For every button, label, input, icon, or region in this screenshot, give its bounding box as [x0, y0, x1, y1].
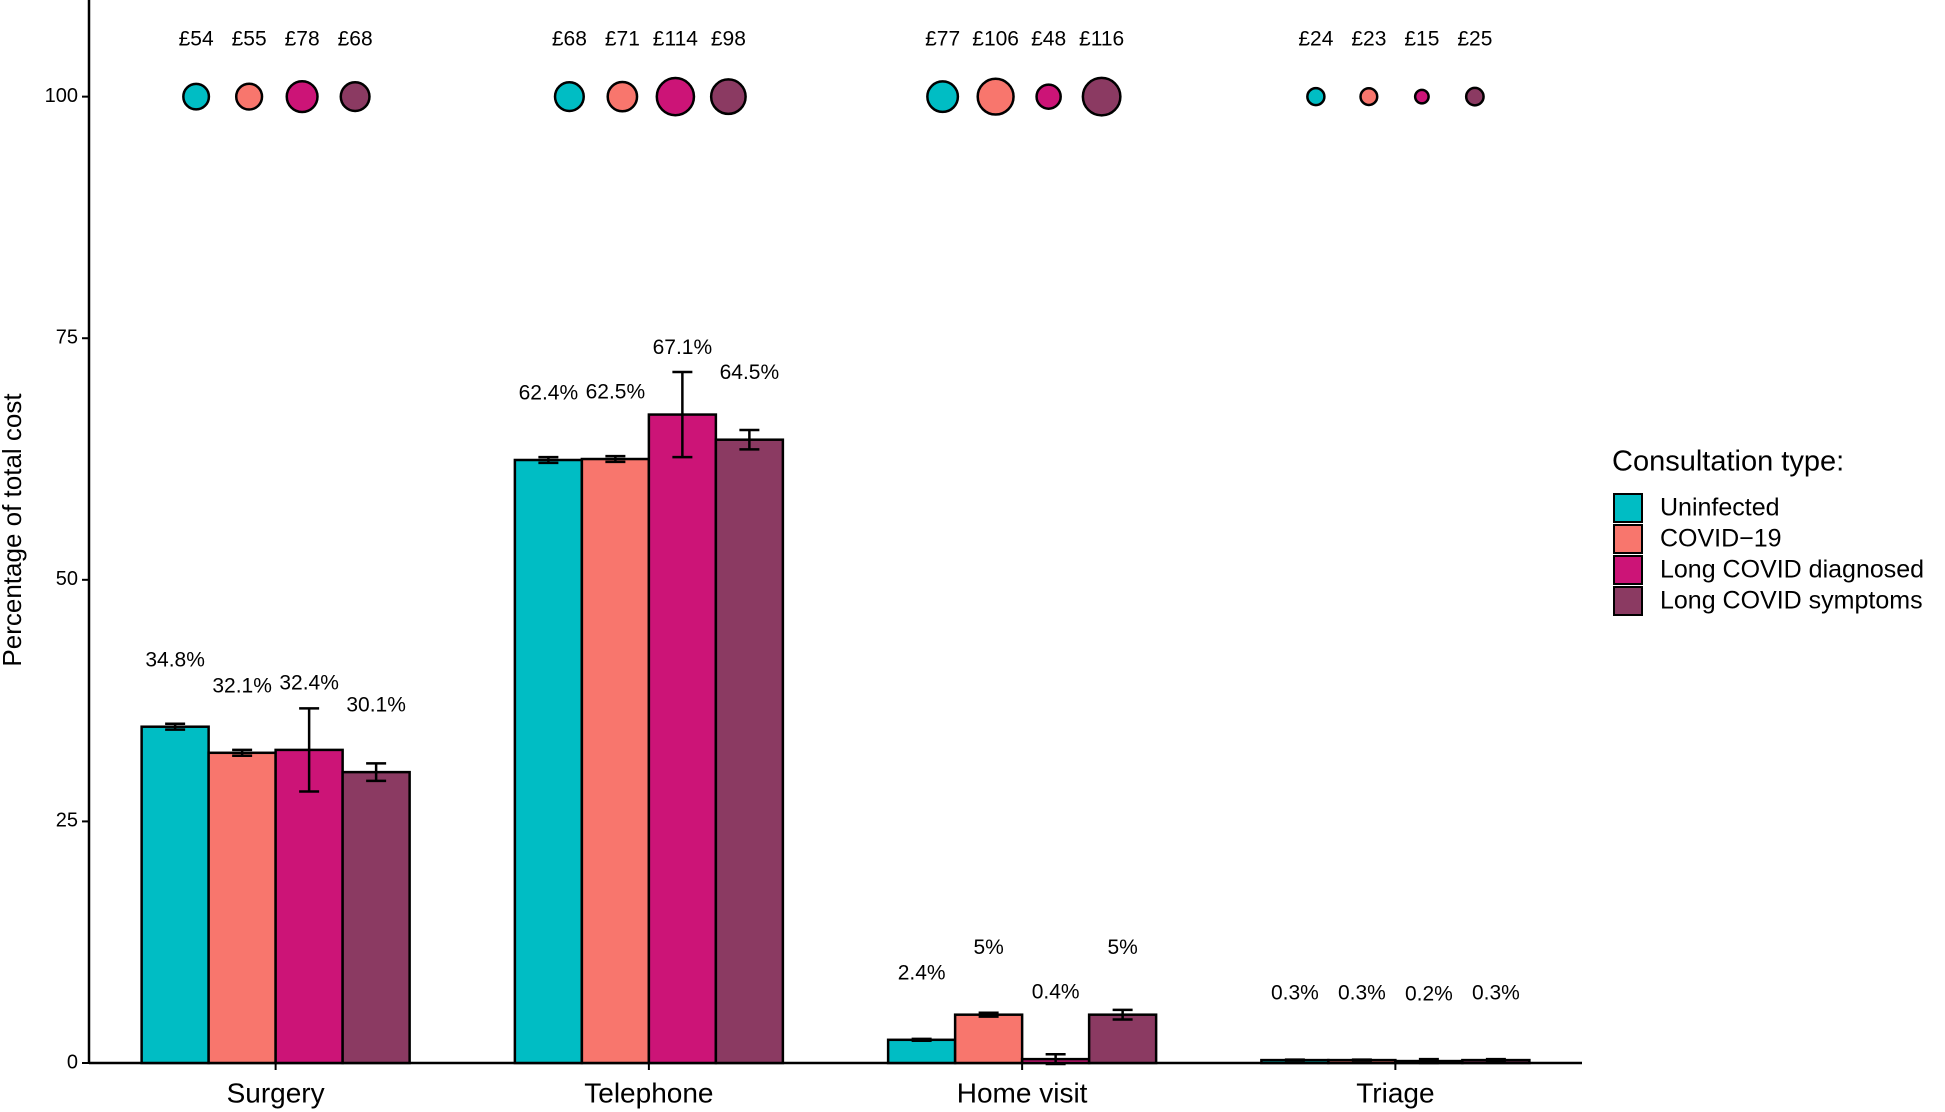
cost-label: £24 — [1298, 28, 1333, 51]
error-bar — [1112, 1008, 1133, 1021]
y-tick-label: 25 — [56, 810, 78, 832]
cost-bubble — [234, 82, 264, 111]
value-label: 5% — [1107, 936, 1137, 959]
error-bar — [165, 722, 186, 731]
error-bar — [978, 1011, 999, 1018]
cost-bubble — [976, 77, 1015, 116]
cost-bubble — [285, 80, 319, 114]
bar — [513, 458, 584, 1065]
error-bar — [739, 428, 760, 451]
value-label: 34.8% — [145, 648, 205, 671]
cost-bubble — [655, 76, 696, 117]
cost-label: £98 — [711, 28, 746, 51]
cost-label: £23 — [1351, 28, 1386, 51]
value-label: 2.4% — [898, 961, 946, 984]
value-label: 0.3% — [1472, 982, 1520, 1005]
cost-bubble — [1464, 86, 1485, 107]
cost-bubble — [709, 78, 747, 116]
cost-bubble — [182, 82, 211, 111]
legend-label: Long COVID symptoms — [1660, 587, 1923, 615]
error-bar — [1485, 1057, 1506, 1063]
cost-bubble — [1081, 76, 1122, 117]
error-bar — [1418, 1057, 1439, 1065]
value-label: 30.1% — [346, 694, 406, 717]
bar — [140, 725, 210, 1065]
cost-label: £116 — [1079, 28, 1124, 51]
cost-bubble — [1413, 88, 1430, 105]
value-label: 0.3% — [1271, 982, 1319, 1005]
value-label: 32.1% — [212, 674, 272, 697]
value-label: 67.1% — [653, 336, 713, 359]
value-label: 0.3% — [1338, 982, 1386, 1005]
cost-bubble — [926, 80, 960, 114]
value-label: 64.5% — [720, 361, 780, 384]
value-label: 0.2% — [1405, 983, 1453, 1006]
cost-label: £106 — [972, 28, 1019, 51]
cost-bubble — [1306, 86, 1326, 107]
cost-bubble — [339, 81, 371, 113]
y-tick-label: 0 — [67, 1051, 78, 1073]
error-bar — [366, 762, 387, 783]
cost-label: £54 — [179, 28, 214, 51]
error-bar — [911, 1037, 932, 1043]
bar — [207, 751, 277, 1065]
cost-label: £55 — [232, 28, 267, 51]
legend-key — [1613, 555, 1643, 585]
cost-bubble — [553, 81, 585, 113]
cost-label: £114 — [653, 28, 698, 51]
error-bar — [672, 370, 693, 459]
y-tick-label: 100 — [45, 85, 78, 107]
legend-key — [1613, 586, 1643, 616]
bar — [1087, 1013, 1158, 1065]
cost-label: £78 — [285, 28, 320, 51]
cost-label: £15 — [1404, 28, 1439, 51]
y-tick-label: 75 — [56, 327, 78, 349]
cost-bubble — [606, 80, 639, 113]
bar — [274, 748, 344, 1065]
legend-title: Consultation type: — [1612, 446, 1844, 478]
value-label: 32.4% — [279, 671, 339, 694]
value-label: 62.5% — [586, 381, 646, 404]
legend-key — [1613, 493, 1643, 523]
x-tick-label: Telephone — [584, 1077, 713, 1108]
error-bar — [232, 748, 253, 757]
error-bar — [299, 707, 320, 793]
cost-label: £68 — [338, 28, 373, 51]
y-tick-label: 50 — [56, 568, 78, 590]
value-label: 62.4% — [519, 382, 579, 405]
error-bar — [1284, 1058, 1305, 1062]
bar — [714, 438, 785, 1065]
cost-label: £68 — [552, 28, 587, 51]
cost-label: £48 — [1031, 28, 1066, 51]
x-tick-label: Surgery — [227, 1077, 325, 1108]
cost-label: £71 — [605, 28, 640, 51]
legend-key — [1613, 524, 1643, 554]
y-axis-label: Percentage of total cost — [0, 393, 27, 667]
cost-label: £25 — [1457, 28, 1492, 51]
error-bar — [1045, 1053, 1066, 1066]
bar — [953, 1013, 1024, 1065]
x-tick-label: Triage — [1356, 1077, 1434, 1108]
cost-label: £77 — [925, 28, 960, 51]
value-label: 0.4% — [1032, 981, 1080, 1004]
bar — [647, 413, 718, 1065]
value-label: 5% — [973, 936, 1003, 959]
error-bar — [1351, 1058, 1372, 1062]
error-bar — [605, 454, 626, 464]
bar — [341, 770, 411, 1065]
error-bar — [538, 455, 559, 465]
cost-bubble — [1359, 87, 1379, 107]
legend-label: Uninfected — [1660, 494, 1780, 522]
cost-bubble — [1035, 83, 1062, 110]
x-tick-label: Home visit — [957, 1077, 1088, 1108]
legend-label: COVID−19 — [1660, 525, 1782, 553]
bar — [580, 457, 651, 1065]
bar — [886, 1038, 957, 1065]
legend-label: Long COVID diagnosed — [1660, 556, 1924, 584]
